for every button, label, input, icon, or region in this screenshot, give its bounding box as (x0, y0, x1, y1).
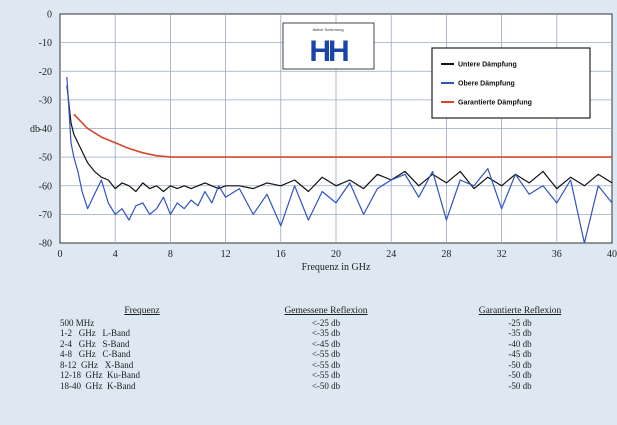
x-tick-label: 40 (607, 249, 617, 260)
y-tick-label: -10 (39, 38, 52, 49)
y-tick-label: -40 (39, 124, 52, 135)
header-measured-reflection: Gemessene Reflexion (284, 306, 368, 316)
y-tick-label: -50 (39, 153, 52, 164)
x-tick-label: 8 (168, 249, 173, 260)
cell-guaranteed: -35 db (508, 328, 532, 338)
header-guaranteed-reflection: Garantierte Reflexion (478, 306, 562, 316)
cell-guaranteed: -25 db (508, 317, 532, 328)
cell-frequency: 2-4 GHz S-Band (60, 338, 130, 349)
y-tick-label: -60 (39, 181, 52, 192)
cell-guaranteed: -50 db (508, 380, 532, 391)
cell-measured: <-55 db (311, 370, 341, 380)
reflection-table: Frequenz Gemessene Reflexion Garantierte… (56, 306, 616, 391)
logo-caption: Aktive Schirmung (312, 27, 343, 32)
cell-measured: <-25 db (311, 317, 341, 328)
table-row: 8-12 GHz X-Band <-55 db -50 db (56, 360, 616, 371)
series-group (66, 76, 613, 244)
legend: Untere Dämpfung Obere Dämpfung Garantierte… (431, 47, 591, 119)
cell-frequency: 18-40 GHz K-Band (60, 380, 136, 391)
logo: Aktive Schirmung HH (282, 22, 375, 70)
y-tick-label: -20 (39, 67, 52, 78)
x-tick-label: 20 (331, 249, 341, 260)
cell-guaranteed: -50 db (508, 370, 532, 380)
x-tick-label: 24 (386, 249, 396, 260)
series-line-2 (66, 76, 613, 244)
table-row: 2-4 GHz S-Band <-45 db -40 db (56, 339, 616, 350)
table-header-row: Frequenz Gemessene Reflexion Garantierte… (56, 306, 616, 318)
cell-measured: <-50 db (311, 380, 341, 391)
y-tick-label: -70 (39, 210, 52, 221)
x-tick-label: 32 (497, 249, 507, 260)
table-row: 500 MHz <-25 db -25 db (56, 318, 616, 329)
x-axis-label: Frequenz in GHz (302, 262, 371, 273)
y-axis-label: db (30, 124, 40, 135)
y-tick-label: 0 (47, 10, 52, 21)
x-tick-label: 0 (58, 249, 63, 260)
cell-frequency: 1-2 GHz L-Band (60, 328, 130, 338)
legend-entry: Obere Dämpfung (458, 81, 515, 88)
table-row: 4-8 GHz C-Band <-55 db -45 db (56, 349, 616, 360)
header-frequency: Frequenz (124, 306, 160, 316)
series-line-3 (73, 113, 612, 158)
axis-ticks: 0 4 8 12 16 20 24 28 32 36 40 0 -10 -20 -30 -40 -50 -60 -7… (39, 10, 617, 261)
cell-measured: <-45 db (311, 338, 341, 349)
cell-measured: <-55 db (311, 359, 341, 370)
cell-frequency: 8-12 GHz X-Band (60, 359, 134, 370)
legend-entry: Untere Dämpfung (458, 62, 517, 69)
x-tick-label: 12 (221, 249, 231, 260)
cell-guaranteed: -45 db (508, 349, 532, 359)
legend-entry: Garantierte Dämpfung (458, 100, 532, 107)
cell-frequency: 12-18 GHz Ku-Band (60, 370, 140, 380)
x-tick-label: 16 (276, 249, 286, 260)
table-row: 1-2 GHz L-Band <-35 db -35 db (56, 328, 616, 339)
cell-frequency: 500 MHz (60, 317, 95, 328)
y-tick-label: -80 (39, 239, 52, 250)
series-line-1 (66, 85, 613, 193)
cell-frequency: 4-8 GHz C-Band (60, 349, 131, 359)
y-tick-label: -30 (39, 95, 52, 106)
cell-measured: <-35 db (311, 328, 341, 338)
cell-measured: <-55 db (311, 349, 341, 359)
cell-guaranteed: -40 db (508, 338, 532, 349)
logo-mark: HH (309, 35, 348, 68)
x-tick-label: 4 (113, 249, 118, 260)
cell-guaranteed: -50 db (508, 359, 532, 370)
x-tick-label: 28 (441, 249, 451, 260)
x-tick-label: 36 (552, 249, 562, 260)
table-row: 18-40 GHz K-Band <-50 db -50 db (56, 381, 616, 392)
table-row: 12-18 GHz Ku-Band <-55 db -50 db (56, 370, 616, 381)
